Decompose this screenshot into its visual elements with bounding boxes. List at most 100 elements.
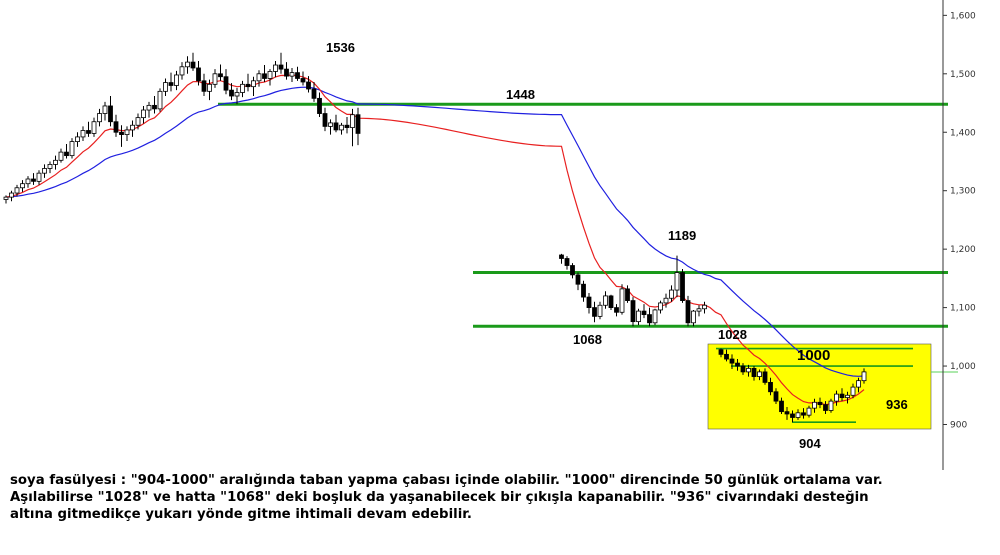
candle-body bbox=[762, 371, 768, 383]
y-tick-label: 1,400 bbox=[950, 128, 976, 138]
candle-body bbox=[564, 258, 570, 266]
candle-body bbox=[201, 80, 207, 92]
candle-body bbox=[740, 365, 746, 373]
candle-body bbox=[586, 296, 592, 309]
caption-line: soya fasülyesi : "904-1000" aralığında t… bbox=[10, 473, 883, 488]
candle-body bbox=[47, 163, 53, 169]
candle-body bbox=[718, 349, 724, 355]
candle-body bbox=[812, 401, 817, 409]
y-tick-label: 1,200 bbox=[950, 245, 976, 255]
y-tick-label: 1,000 bbox=[950, 362, 976, 372]
candle-body bbox=[185, 61, 190, 68]
candle-body bbox=[91, 121, 97, 134]
candle-body bbox=[251, 80, 256, 88]
candle-body bbox=[691, 310, 696, 324]
caption-line: Aşılabilirse "1028" ve hatta "1068" deki… bbox=[10, 490, 869, 505]
ma-long bbox=[5, 86, 865, 377]
candle-body bbox=[828, 400, 834, 411]
candle-body bbox=[300, 78, 306, 83]
candlesticks bbox=[3, 52, 867, 423]
candle-body bbox=[306, 81, 311, 90]
candle-body bbox=[322, 113, 328, 127]
candle-body bbox=[311, 88, 317, 99]
candle-body bbox=[658, 302, 663, 311]
candle-body bbox=[773, 391, 779, 402]
candle-body bbox=[218, 73, 223, 78]
candle-body bbox=[757, 371, 762, 377]
label-1536: 1536 bbox=[326, 40, 355, 55]
candle-body bbox=[163, 82, 168, 92]
candle-body bbox=[795, 412, 801, 418]
candle-body bbox=[630, 300, 636, 323]
candle-body bbox=[229, 89, 234, 97]
candle-body bbox=[207, 83, 212, 92]
candle-body bbox=[729, 358, 735, 364]
candle-body bbox=[581, 283, 586, 298]
label-904: 904 bbox=[799, 436, 821, 451]
candle-body bbox=[86, 130, 91, 134]
candle-body bbox=[735, 362, 740, 367]
candle-body bbox=[31, 178, 36, 182]
candle-body bbox=[289, 72, 295, 77]
ma-short bbox=[5, 74, 865, 406]
candle-body bbox=[108, 105, 113, 123]
candle-body bbox=[850, 386, 856, 396]
commentary-text: soya fasülyesi : "904-1000" aralığında t… bbox=[10, 472, 985, 523]
candle-body bbox=[9, 192, 14, 198]
candle-body bbox=[597, 304, 603, 317]
candle-body bbox=[350, 114, 355, 128]
price-chart: 1,600 1,500 1,400 1,300 1,200 1,100 1,000 900 1… bbox=[3, 0, 976, 470]
candle-body bbox=[119, 131, 124, 135]
candle-body bbox=[196, 67, 201, 82]
candle-body bbox=[124, 129, 130, 135]
candle-body bbox=[223, 76, 229, 91]
candle-body bbox=[152, 104, 157, 110]
candle-body bbox=[262, 73, 267, 79]
candle-body bbox=[174, 74, 179, 86]
candle-body bbox=[845, 394, 850, 399]
candle-body bbox=[256, 73, 262, 82]
moving-averages bbox=[5, 74, 865, 406]
candle-body bbox=[696, 308, 702, 312]
caption-line: altına gitmedikçe yukarı yönde gitme iht… bbox=[10, 507, 472, 522]
candle-body bbox=[861, 371, 867, 382]
candle-body bbox=[641, 310, 647, 316]
candle-body bbox=[190, 61, 196, 69]
candle-body bbox=[608, 295, 614, 309]
label-1068: 1068 bbox=[573, 332, 602, 347]
candle-body bbox=[559, 254, 564, 259]
y-tick-label: 1,100 bbox=[950, 304, 976, 314]
y-tick-label: 1,600 bbox=[950, 11, 976, 21]
candle-body bbox=[663, 297, 669, 304]
candle-body bbox=[817, 401, 823, 406]
candle-body bbox=[834, 393, 839, 402]
candle-body bbox=[97, 113, 102, 123]
candle-body bbox=[14, 187, 20, 194]
y-tick-label: 1,300 bbox=[950, 187, 976, 197]
candle-body bbox=[669, 289, 674, 299]
candle-body bbox=[3, 196, 9, 200]
label-936: 936 bbox=[886, 397, 908, 412]
candle-body bbox=[69, 141, 75, 157]
candle-body bbox=[839, 393, 845, 399]
candle-body bbox=[575, 274, 581, 285]
candle-body bbox=[784, 411, 790, 415]
y-tick-label: 900 bbox=[950, 421, 967, 431]
candle-body bbox=[157, 90, 163, 110]
candle-body bbox=[141, 109, 146, 119]
candle-body bbox=[20, 183, 25, 189]
candle-body bbox=[625, 288, 630, 301]
candle-body bbox=[240, 83, 245, 93]
candle-body bbox=[267, 71, 273, 79]
candle-body bbox=[614, 307, 619, 313]
candle-body bbox=[570, 265, 575, 276]
candle-body bbox=[779, 400, 784, 413]
candle-body bbox=[80, 130, 86, 138]
candle-body bbox=[212, 73, 218, 85]
candle-body bbox=[25, 178, 31, 185]
label-1448: 1448 bbox=[506, 87, 535, 102]
candle-body bbox=[36, 172, 42, 182]
candle-body bbox=[592, 307, 597, 317]
candle-body bbox=[355, 114, 361, 134]
label-1000: 1000 bbox=[797, 347, 830, 364]
